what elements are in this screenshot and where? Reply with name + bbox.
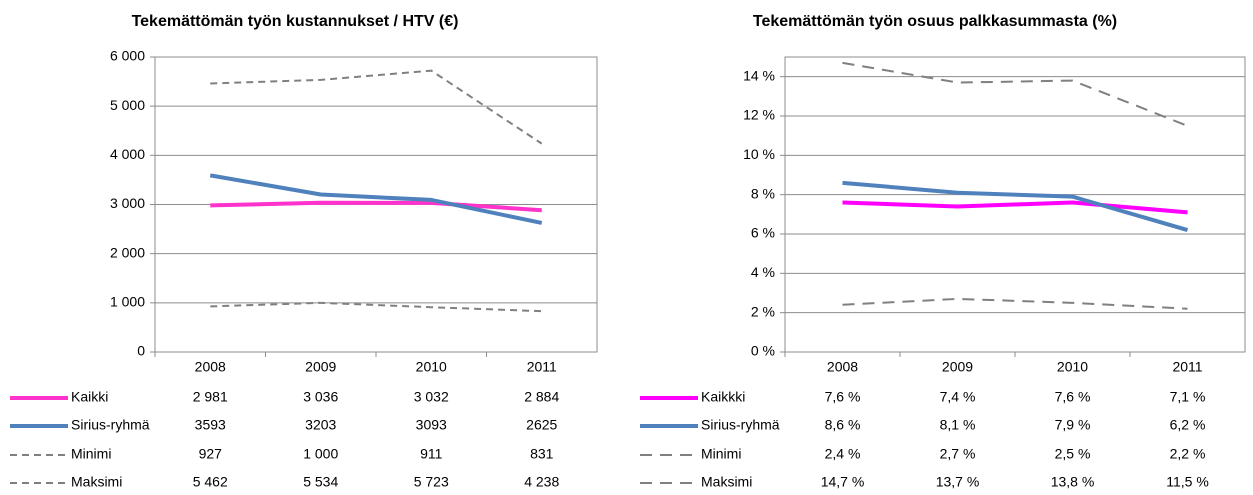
table-value: 7,4 % [940,389,976,405]
table-value: 2,4 % [825,446,861,462]
table-value: 13,8 % [1051,474,1095,490]
y-tick-label: 5 000 [110,97,145,113]
legend-label: Kaikkki [701,389,745,405]
table-value: 8,1 % [940,417,976,433]
x-tick-label: 2009 [305,359,336,375]
table-value: 927 [199,446,223,462]
legend-label: Minimi [71,446,111,462]
table-value: 5 723 [414,474,449,490]
legend-label: Sirius-ryhmä [71,417,150,433]
series-line [210,301,542,313]
table-value: 11,5 % [1166,474,1209,490]
x-tick-label: 2008 [827,359,858,375]
table-value: 14,7 % [821,474,865,490]
table-value: 831 [530,446,554,462]
y-tick-label: 4 % [751,264,775,280]
series-line [842,297,1188,310]
table-value: 2625 [526,417,557,433]
table-value: 4 238 [524,474,559,490]
table-value: 3593 [195,417,226,433]
table-value: 3203 [305,417,336,433]
table-value: 1 000 [303,446,338,462]
series-line [842,200,1188,215]
y-tick-label: 4 000 [110,146,145,162]
y-tick-label: 1 000 [110,294,145,310]
legend-label: Maksimi [701,474,752,490]
y-tick-label: 0 % [751,343,775,359]
table-value: 8,6 % [825,417,861,433]
x-tick-label: 2009 [942,359,973,375]
table-value: 6,2 % [1170,417,1206,433]
x-tick-label: 2008 [195,359,226,375]
series-line [842,180,1189,232]
y-tick-label: 6 000 [110,48,145,64]
x-tick-label: 2011 [527,359,557,375]
x-tick-label: 2010 [1057,359,1088,375]
x-tick-label: 2011 [1172,359,1202,375]
legend-label: Minimi [701,446,741,462]
series-line [209,173,543,225]
table-value: 2,2 % [1170,446,1206,462]
y-tick-label: 6 % [751,225,775,241]
legend-label: Kaikki [71,389,108,405]
y-tick-label: 10 % [743,146,775,162]
series-line [210,69,543,145]
table-value: 7,1 % [1170,389,1206,405]
x-tick-label: 2010 [416,359,447,375]
series-line [210,200,542,213]
y-tick-label: 14 % [743,67,775,83]
table-value: 2,7 % [940,446,976,462]
chart-title: Tekemättömän työn kustannukset / HTV (€) [132,13,459,30]
legend-label: Sirius-ryhmä [701,417,780,433]
y-tick-label: 12 % [743,107,775,123]
y-tick-label: 2 000 [110,244,145,260]
y-tick-label: 2 % [751,303,775,319]
table-value: 5 534 [303,474,338,490]
table-value: 13,7 % [936,474,980,490]
table-value: 2 981 [193,389,228,405]
legend-label: Maksimi [71,474,122,490]
table-value: 5 462 [193,474,228,490]
table-value: 3 032 [414,389,449,405]
table-value: 7,9 % [1055,417,1091,433]
chart-title: Tekemättömän työn osuus palkkasummasta (… [753,13,1117,30]
table-value: 2,5 % [1055,446,1091,462]
table-value: 3093 [416,417,447,433]
table-value: 2 884 [524,389,559,405]
table-value: 7,6 % [1055,389,1091,405]
y-tick-label: 0 [137,343,145,359]
table-value: 3 036 [303,389,338,405]
table-value: 7,6 % [825,389,861,405]
y-tick-label: 3 000 [110,195,145,211]
y-tick-label: 8 % [751,185,775,201]
table-value: 911 [420,446,443,462]
